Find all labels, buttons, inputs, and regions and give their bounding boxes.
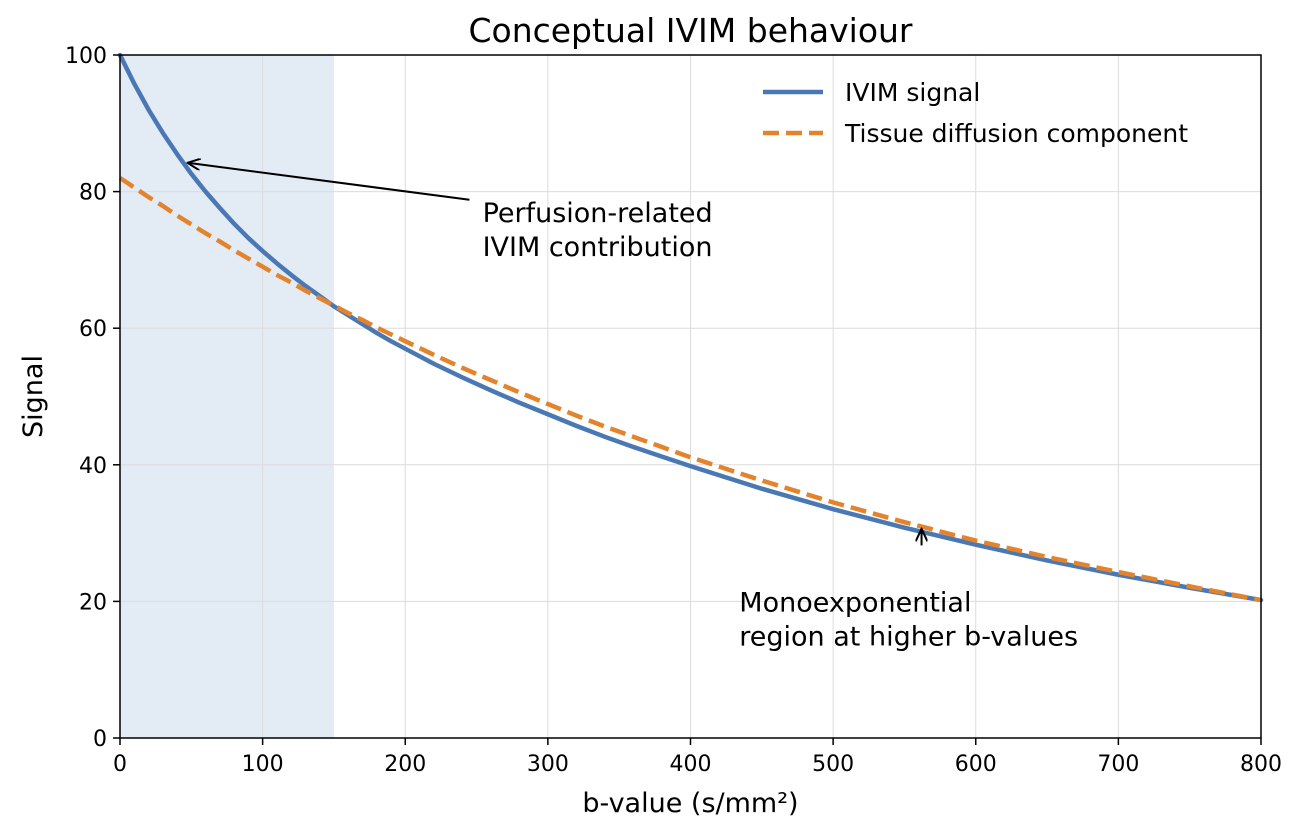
plot-shaded-region [120, 55, 334, 738]
x-tick-label: 0 [113, 752, 127, 777]
y-tick-label: 40 [79, 454, 107, 479]
x-tick-label: 300 [527, 752, 569, 777]
legend-label: IVIM signal [845, 78, 980, 107]
x-tick-label: 200 [384, 752, 426, 777]
y-tick-label: 60 [79, 317, 107, 342]
annotation-text: IVIM contribution [483, 232, 713, 263]
y-tick-label: 0 [93, 727, 107, 752]
series-layer [117, 52, 1264, 603]
legend-label: Tissue diffusion component [844, 119, 1188, 148]
y-axis-label: Signal [18, 355, 49, 438]
series-line-tissue-diffusion [118, 176, 1262, 603]
x-tick-label: 500 [812, 752, 854, 777]
annotation-text: Monoexponential [739, 587, 971, 618]
x-axis-label: b-value (s/mm²) [582, 788, 798, 819]
x-tick-label: 100 [242, 752, 284, 777]
legend: IVIM signal Tissue diffusion component [763, 78, 1188, 148]
y-tick-label: 100 [65, 44, 107, 69]
x-tick-label: 400 [670, 752, 712, 777]
chart-title: Conceptual IVIM behaviour [468, 11, 912, 50]
ticks: 0 100 200 300 400 500 600 700 800 0 20 40 60 80 100 [65, 44, 1282, 777]
annotation-arrow [188, 163, 470, 201]
annotation-text: region at higher b-values [739, 621, 1078, 652]
annotation-text: Perfusion-related [483, 198, 713, 229]
series-line-ivim-signal [117, 52, 1264, 603]
x-tick-label: 600 [955, 752, 997, 777]
x-tick-label: 800 [1240, 752, 1282, 777]
x-tick-label: 700 [1097, 752, 1139, 777]
y-tick-label: 80 [79, 181, 107, 206]
y-tick-label: 20 [79, 590, 107, 615]
